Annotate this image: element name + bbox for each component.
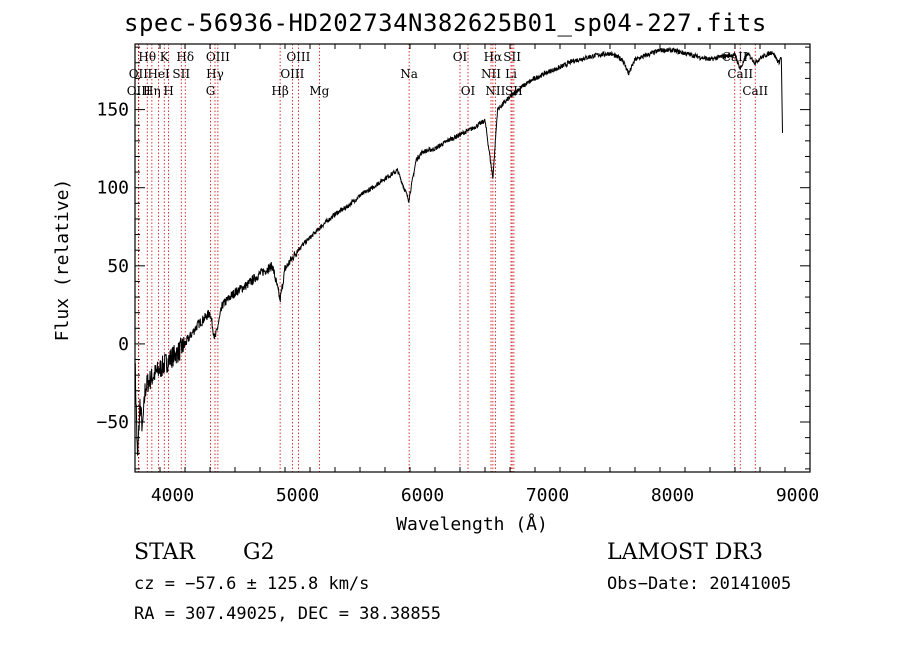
object-class: STAR: [134, 540, 195, 565]
marker-label: HeI: [147, 67, 170, 81]
marker-label: H: [163, 84, 173, 98]
x-tick-label: 5000: [276, 485, 319, 506]
marker-label: Na: [400, 67, 418, 81]
marker-label: Hβ: [271, 84, 288, 98]
marker-label: NII: [481, 67, 501, 81]
marker-label: CaII: [742, 84, 768, 98]
marker-label: Hα: [484, 50, 503, 64]
marker-label: Hγ: [206, 67, 224, 81]
marker-label: Hη: [143, 84, 161, 98]
marker-label: OI: [461, 84, 476, 98]
subclass: G2: [243, 540, 275, 565]
x-tick-label: 6000: [401, 485, 444, 506]
marker-label: SII: [503, 50, 521, 64]
marker-label: OIII: [286, 50, 310, 64]
y-axis-label: Flux (relative): [52, 179, 73, 342]
marker-label: Hθ: [138, 50, 156, 64]
marker-label: Mg: [309, 84, 329, 98]
marker-label: OII: [129, 67, 149, 81]
plot-frame: [134, 43, 811, 473]
marker-label: G: [206, 84, 216, 98]
x-tick-label: 8000: [651, 485, 694, 506]
y-tick-label: 100: [96, 178, 129, 199]
marker-label: SII: [172, 67, 190, 81]
marker-label: CaII: [727, 67, 753, 81]
marker-label: Hδ: [176, 50, 194, 64]
marker-label: NII: [485, 84, 505, 98]
redshift-velocity: cz = −57.6 ± 125.8 km/s: [134, 574, 370, 594]
line-markers: [137, 44, 756, 472]
y-tick-label: 0: [118, 334, 129, 355]
x-axis-ticks: 4000 5000 6000 7000 8000 9000: [134, 44, 819, 506]
marker-label: K: [160, 50, 170, 64]
y-axis-ticks: −50 0 50 100 150: [96, 46, 810, 470]
marker-label: OIII: [206, 50, 230, 64]
x-tick-label: 7000: [526, 485, 569, 506]
marker-label: OIII: [127, 84, 151, 98]
y-tick-label: 150: [96, 100, 129, 121]
line-marker-labels: Hθ OII OIII K HeI Hη SII H Hδ OIII Hγ G Hβ OIII OIII Mg…: [127, 50, 769, 98]
observation-date: Obs−Date: 20141005: [607, 574, 792, 594]
x-tick-label: 4000: [151, 485, 194, 506]
marker-label: OI: [453, 50, 468, 64]
marker-label: SII: [505, 84, 523, 98]
chart-title: spec-56936-HD202734N382625B01_sp04-227.f…: [124, 9, 767, 37]
coordinates: RA = 307.49025, DEC = 38.38855: [134, 604, 442, 624]
spectrum-line: [134, 46, 783, 456]
marker-label: Li: [505, 67, 517, 81]
marker-label: OIII: [280, 67, 304, 81]
x-tick-label: 9000: [776, 485, 819, 506]
y-tick-label: −50: [96, 412, 129, 433]
survey-name: LAMOST DR3: [607, 540, 763, 565]
x-axis-label: Wavelength (Å): [396, 513, 548, 535]
y-tick-label: 50: [107, 256, 129, 277]
